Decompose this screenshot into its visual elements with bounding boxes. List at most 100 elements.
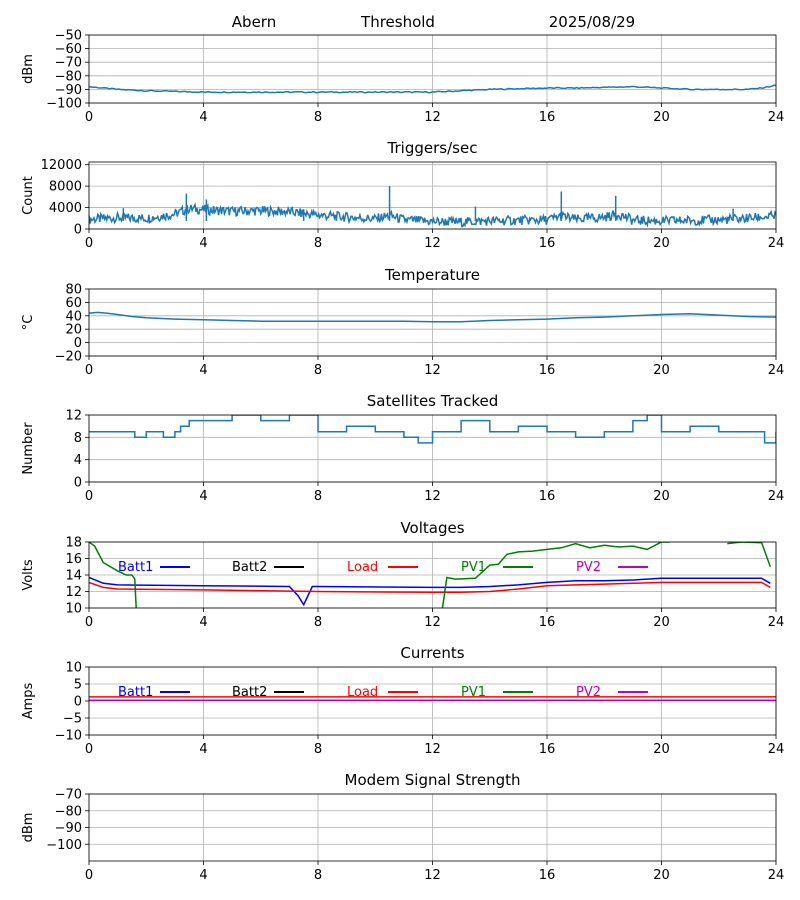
x-tick-label: 8: [314, 489, 322, 504]
legend-label: PV1: [461, 560, 486, 575]
panel-2: 0 4 8 12 16 20 24 0 4000 8000 12000 Triggers/sec Cou…: [21, 139, 784, 251]
y-tick-label: −20: [55, 350, 82, 365]
panel-title: Modem Signal Strength: [345, 771, 521, 789]
legend-label: Batt2: [232, 685, 267, 700]
station-name: Abern: [232, 13, 276, 31]
x-tick-label: 4: [199, 110, 207, 125]
x-tick-label: 0: [85, 236, 93, 251]
plot-subtitle: Threshold: [360, 13, 435, 31]
y-axis-label: Amps: [21, 682, 36, 719]
legend-label: Batt2: [232, 560, 267, 575]
plot-date: 2025/08/29: [549, 13, 635, 31]
legend-label: Load: [347, 560, 378, 575]
x-tick-label: 4: [199, 363, 207, 378]
y-tick-label: −50: [55, 29, 82, 44]
x-tick-label: 12: [424, 236, 441, 251]
y-tick-label: 0: [74, 223, 82, 238]
y-axis-label: °C: [21, 315, 36, 331]
x-tick-label: 8: [314, 110, 322, 125]
x-tick-label: 20: [653, 742, 670, 757]
y-tick-label: 12: [65, 409, 82, 424]
x-tick-label: 0: [85, 868, 93, 883]
legend-label: PV1: [461, 685, 486, 700]
panel-title: Voltages: [400, 519, 464, 537]
data-layer: [89, 696, 776, 702]
x-tick-label: 20: [653, 868, 670, 883]
y-tick-label: 5: [74, 678, 82, 693]
panel-title: Currents: [400, 644, 464, 662]
y-tick-label: 12: [65, 585, 82, 600]
x-tick-label: 20: [653, 236, 670, 251]
x-tick-label: 12: [424, 363, 441, 378]
y-tick-label: 10: [65, 661, 82, 676]
y-tick-label: −90: [55, 83, 82, 98]
x-tick-label: 8: [314, 363, 322, 378]
y-tick-label: −70: [55, 56, 82, 71]
legend-label: PV2: [576, 560, 601, 575]
y-tick-label: −5: [63, 712, 82, 727]
x-tick-label: 4: [199, 615, 207, 630]
series-line: [89, 581, 771, 594]
y-tick-label: 40: [65, 309, 82, 324]
y-tick-label: 60: [65, 296, 82, 311]
y-tick-label: 4000: [49, 201, 82, 216]
series-line: [89, 415, 776, 444]
y-tick-label: −90: [55, 821, 82, 836]
legend-label: Batt1: [118, 560, 153, 575]
x-tick-label: 0: [85, 363, 93, 378]
x-tick-label: 0: [85, 742, 93, 757]
y-axis-label: dBm: [21, 54, 36, 84]
series-line: [89, 542, 137, 608]
y-tick-label: 12000: [41, 158, 82, 173]
x-tick-label: 0: [85, 489, 93, 504]
data-layer: [89, 84, 776, 94]
panel-4: 0 4 8 12 16 20 24 0 4 8 12 Satellites Tracked Number: [21, 392, 784, 504]
x-tick-label: 12: [424, 110, 441, 125]
series-line: [89, 84, 776, 94]
series-line: [89, 202, 776, 228]
y-tick-label: 10: [65, 602, 82, 617]
x-tick-label: 24: [768, 489, 785, 504]
x-tick-label: 20: [653, 489, 670, 504]
panel-title: Triggers/sec: [387, 139, 478, 157]
y-tick-label: 0: [74, 476, 82, 491]
y-tick-label: 8: [74, 431, 82, 446]
x-tick-label: 24: [768, 742, 785, 757]
x-tick-label: 20: [653, 363, 670, 378]
x-tick-label: 8: [314, 615, 322, 630]
y-tick-label: 0: [74, 695, 82, 710]
x-tick-label: 4: [199, 236, 207, 251]
x-tick-label: 4: [199, 868, 207, 883]
x-tick-label: 24: [768, 868, 785, 883]
x-tick-label: 8: [314, 868, 322, 883]
panel-title: Satellites Tracked: [367, 392, 498, 410]
y-tick-label: −100: [46, 838, 82, 853]
series-line: [727, 542, 772, 568]
y-axis-label: Count: [21, 176, 36, 215]
x-tick-label: 24: [768, 236, 785, 251]
y-tick-label: −80: [55, 804, 82, 819]
x-tick-label: 16: [539, 615, 556, 630]
y-tick-label: −70: [55, 788, 82, 803]
series-line: [89, 311, 776, 323]
y-tick-label: 0: [74, 336, 82, 351]
x-tick-label: 16: [539, 110, 556, 125]
y-tick-label: −10: [55, 729, 82, 744]
x-tick-label: 0: [85, 110, 93, 125]
x-tick-label: 16: [539, 742, 556, 757]
data-layer: [89, 415, 776, 444]
y-tick-label: 80: [65, 283, 82, 298]
x-tick-label: 16: [539, 868, 556, 883]
x-tick-label: 8: [314, 236, 322, 251]
data-layer: [89, 186, 776, 228]
series-line: [441, 542, 671, 608]
data-layer: [89, 542, 772, 608]
x-tick-label: 12: [424, 489, 441, 504]
y-tick-label: 20: [65, 323, 82, 338]
x-tick-label: 4: [199, 489, 207, 504]
panel-title: Temperature: [384, 266, 480, 284]
x-tick-label: 12: [424, 868, 441, 883]
